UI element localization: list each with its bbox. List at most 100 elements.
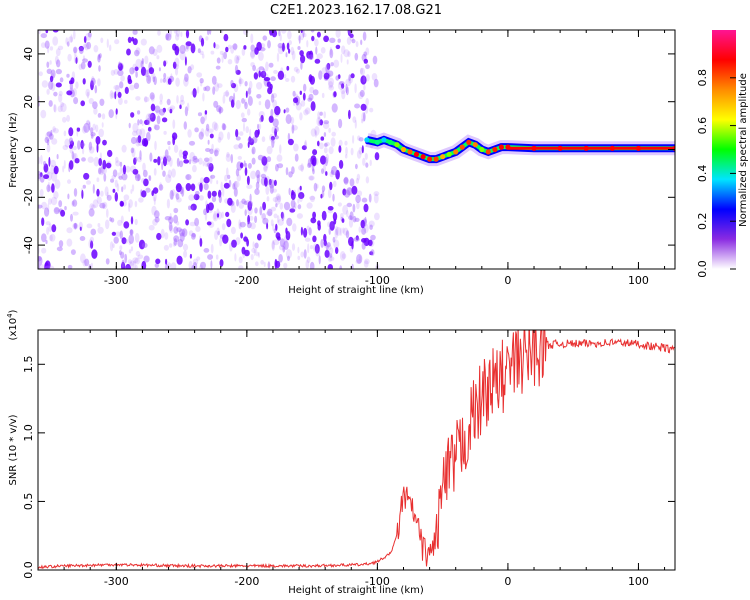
noise-blob: [150, 94, 155, 102]
noise-blob: [87, 60, 92, 68]
noise-blob: [213, 210, 217, 220]
noise-blob: [351, 263, 354, 269]
noise-blob: [152, 218, 158, 226]
noise-blob: [130, 246, 134, 252]
noise-blob: [203, 86, 207, 91]
noise-blob: [360, 75, 367, 85]
noise-blob: [58, 93, 63, 103]
noise-blob: [144, 119, 150, 126]
noise-blob: [166, 98, 171, 106]
noise-blob: [341, 90, 346, 100]
noise-blob: [41, 217, 45, 226]
noise-blob: [303, 33, 307, 38]
noise-blob: [203, 208, 207, 216]
noise-blob: [68, 144, 73, 149]
noise-blob: [111, 174, 117, 179]
noise-blob: [259, 206, 263, 216]
noise-blob: [129, 229, 134, 236]
noise-blob: [132, 122, 139, 133]
noise-blob: [250, 50, 256, 60]
noise-blob: [110, 178, 115, 183]
y-tick-label: 1.5: [22, 356, 35, 374]
noise-blob: [361, 242, 366, 250]
noise-blob: [225, 89, 229, 98]
noise-blob: [349, 246, 354, 253]
noise-blob: [93, 45, 99, 53]
noise-blob: [67, 193, 70, 200]
noise-blob: [281, 42, 285, 52]
noise-blob: [47, 181, 50, 188]
noise-blob: [285, 167, 289, 176]
noise-blob: [347, 30, 354, 35]
noise-blob: [223, 51, 228, 60]
noise-blob: [115, 231, 122, 237]
noise-blob: [266, 156, 272, 163]
noise-blob: [267, 87, 273, 95]
noise-blob: [204, 85, 211, 92]
noise-blob: [123, 194, 130, 201]
noise-blob: [247, 87, 252, 95]
noise-blob: [320, 193, 323, 199]
noise-blob: [244, 101, 248, 110]
noise-blob: [66, 114, 70, 122]
noise-blob: [227, 174, 231, 180]
noise-blob: [195, 190, 200, 196]
noise-blob: [143, 178, 149, 187]
noise-blob: [236, 199, 239, 207]
noise-blob: [329, 221, 334, 228]
noise-blob: [135, 96, 141, 101]
noise-blob: [139, 150, 142, 161]
noise-blob: [354, 119, 357, 129]
noise-blob: [293, 143, 299, 152]
noise-blob: [258, 111, 265, 118]
trace-point: [364, 137, 370, 143]
noise-blob: [270, 136, 273, 143]
noise-blob: [78, 45, 84, 52]
noise-blob: [299, 31, 304, 41]
trace-point: [479, 146, 485, 153]
noise-blob: [332, 193, 335, 202]
noise-blob: [347, 30, 351, 36]
noise-blob: [373, 193, 379, 204]
noise-blob: [327, 254, 333, 262]
noise-blob: [148, 113, 154, 118]
noise-blob: [49, 234, 53, 242]
trace-point: [413, 151, 420, 157]
noise-blob: [85, 32, 92, 41]
noise-blob: [244, 99, 247, 106]
noise-blob: [162, 60, 168, 65]
noise-blob: [245, 90, 248, 99]
noise-blob: [227, 197, 233, 206]
noise-blob: [90, 228, 97, 236]
noise-blob: [312, 243, 319, 252]
noise-blob: [149, 112, 156, 122]
noise-blob: [154, 105, 161, 113]
noise-blob: [130, 136, 137, 145]
noise-blob: [233, 187, 238, 197]
noise-blob: [128, 249, 132, 254]
noise-blob: [247, 89, 251, 98]
trace-point: [374, 139, 380, 145]
noise-blob: [310, 245, 313, 250]
noise-blob: [342, 188, 347, 196]
noise-blob: [238, 265, 244, 269]
noise-blob: [276, 52, 280, 62]
noise-blob: [64, 138, 70, 148]
noise-blob: [354, 83, 357, 94]
noise-blob: [303, 227, 308, 238]
noise-blob: [131, 184, 135, 192]
noise-blob: [109, 217, 112, 222]
noise-blob: [285, 227, 288, 235]
noise-blob: [165, 33, 172, 41]
noise-blob: [356, 173, 361, 181]
noise-blob: [312, 235, 317, 243]
noise-blob: [233, 180, 238, 191]
noise-blob: [237, 155, 242, 160]
noise-blob: [148, 46, 155, 55]
noise-blob: [182, 150, 188, 157]
noise-blob: [303, 249, 307, 259]
noise-blob: [135, 137, 139, 144]
noise-blob: [290, 75, 296, 83]
noise-blob: [67, 179, 71, 184]
